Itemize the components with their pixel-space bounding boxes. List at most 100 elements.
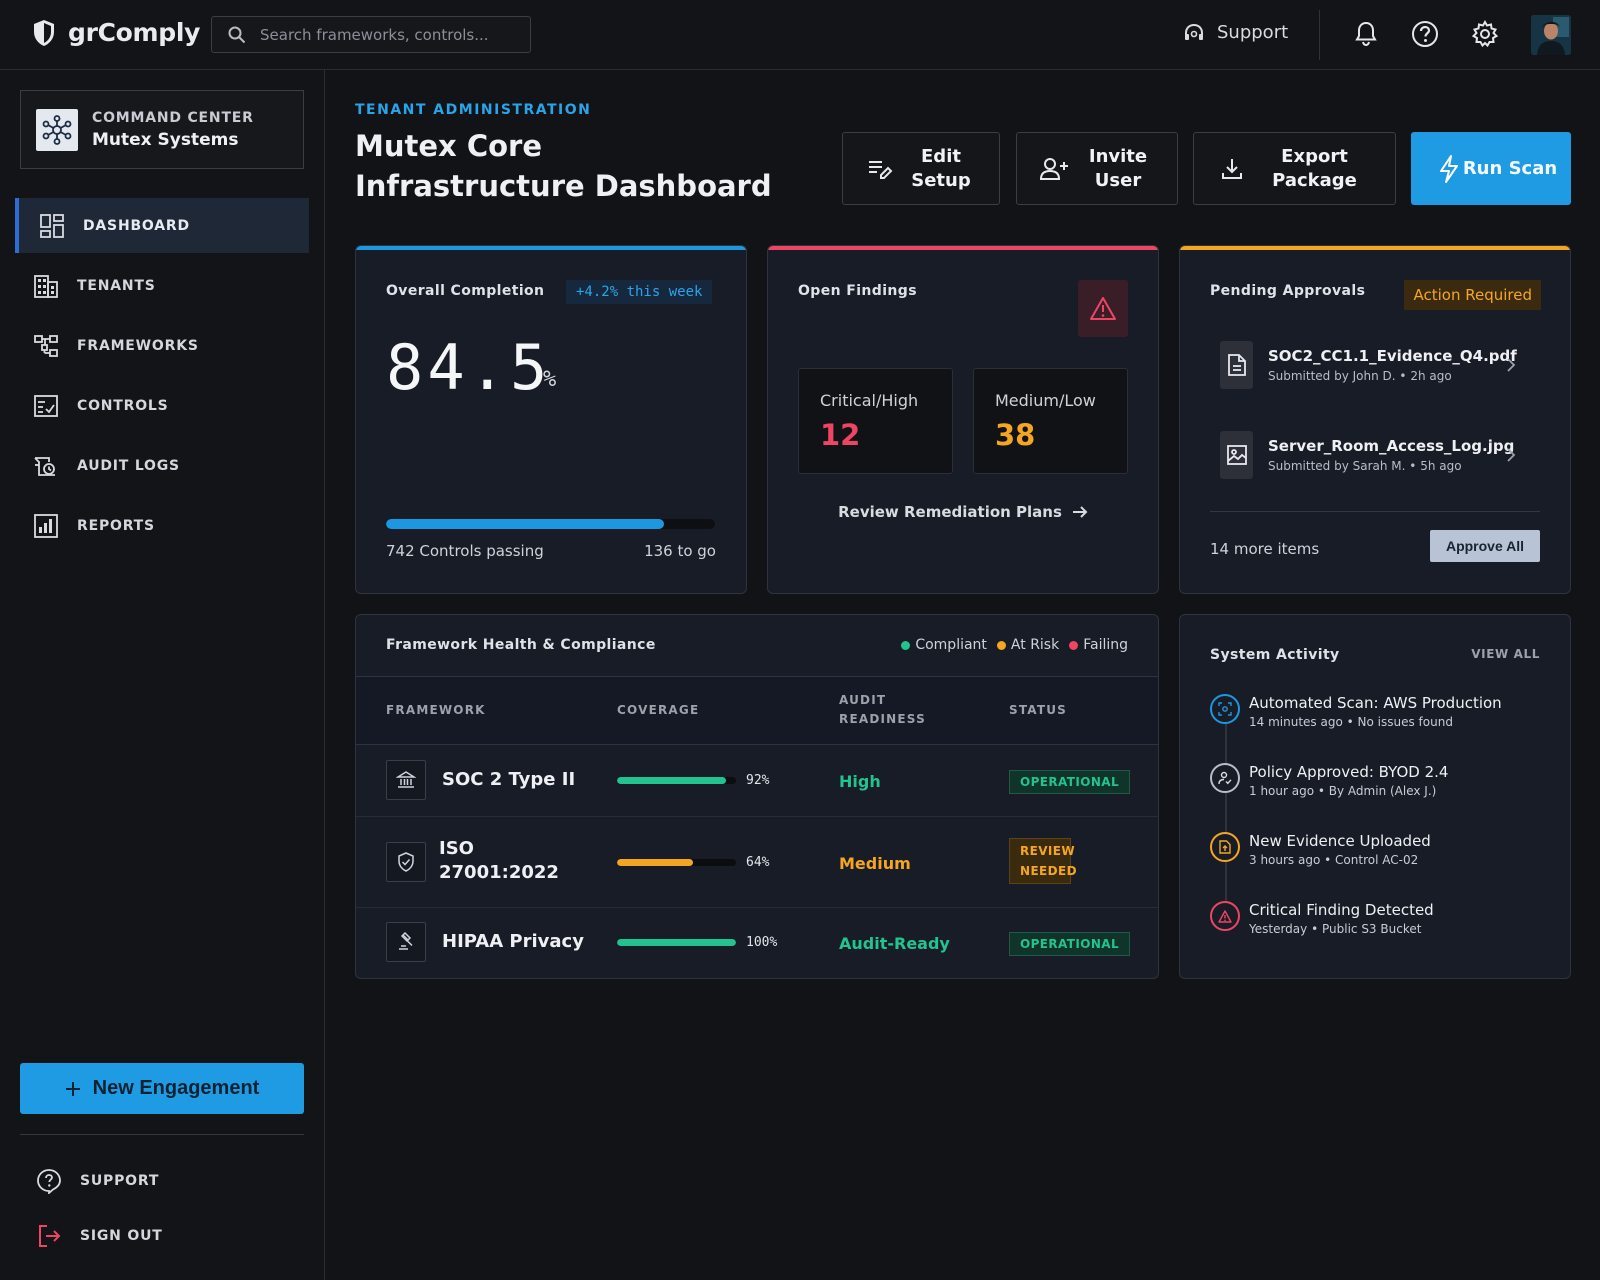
sidebar-item-label: FRAMEWORKS [77, 337, 199, 354]
sidebar-item-audit-logs[interactable]: AUDIT LOGS [15, 438, 309, 493]
document-icon [1220, 341, 1253, 389]
view-all-link[interactable]: VIEW ALL [1471, 647, 1540, 661]
image-icon [1220, 431, 1253, 479]
plus-icon [65, 1081, 81, 1097]
audit-readiness: Medium [839, 854, 911, 873]
action-required-badge: Action Required [1404, 280, 1541, 310]
table-row[interactable]: SOC 2 Type II 92% High OPERATIONAL [356, 745, 1158, 816]
add-user-icon [1039, 156, 1069, 182]
table-row[interactable]: ISO 27001:2022 64% Medium REVIEW NEEDED [356, 817, 1158, 907]
search-input[interactable] [260, 25, 510, 44]
export-package-button[interactable]: Export Package [1193, 132, 1396, 205]
approve-all-button[interactable]: Approve All [1430, 530, 1540, 562]
more-items-count[interactable]: 14 more items [1210, 540, 1320, 558]
legend-dot [901, 640, 911, 650]
invite-user-button[interactable]: Invite User [1016, 132, 1178, 205]
activity-time: 1 hour ago [1249, 784, 1315, 798]
approval-meta: Submitted by John D. • 2h ago [1268, 369, 1452, 383]
legend-dot [996, 640, 1006, 650]
framework-name: ISO 27001:2022 [439, 838, 559, 883]
sidebar-item-frameworks[interactable]: FRAMEWORKS [15, 318, 309, 373]
chevron-right-icon [1506, 357, 1516, 373]
page-kicker: TENANT ADMINISTRATION [355, 102, 592, 118]
activity-item[interactable]: Automated Scan: AWS Production 14 minute… [1210, 694, 1502, 729]
download-icon [1220, 156, 1244, 182]
review-remediation-label: Review Remediation Plans [838, 503, 1062, 521]
coverage-fill [617, 939, 736, 946]
logout-icon [36, 1223, 62, 1249]
col-status[interactable]: STATUS [1009, 703, 1068, 717]
search-box[interactable] [211, 16, 531, 53]
approval-item[interactable]: SOC2_CC1.1_Evidence_Q4.pdf Submitted by … [1220, 341, 1524, 389]
sidebar-nav: DASHBOARD TENANTS FRAMEWORKS CONTROLS AU… [15, 198, 309, 558]
new-engagement-button[interactable]: New Engagement [20, 1063, 304, 1114]
run-scan-button[interactable]: Run Scan [1411, 132, 1571, 205]
table-row[interactable]: HIPAA Privacy 100% Audit-Ready OPERATION… [356, 908, 1158, 978]
col-coverage[interactable]: COVERAGE [617, 703, 700, 717]
activity-title: Automated Scan: AWS Production [1249, 694, 1502, 712]
support-nav-label: SUPPORT [80, 1173, 160, 1189]
invite-user-label: Invite User [1088, 145, 1148, 191]
activity-detail: Control AC-02 [1335, 853, 1419, 867]
col-framework[interactable]: FRAMEWORK [386, 703, 486, 717]
findings-card: Open Findings Critical/High 12 Medium/Lo… [767, 245, 1159, 594]
new-engagement-label: New Engagement [92, 1077, 260, 1099]
coverage-value: 92% [746, 773, 770, 788]
completion-progress-fill [386, 519, 664, 529]
framework-health-card: Framework Health & Compliance Compliant … [355, 614, 1159, 979]
arrow-right-icon [1072, 505, 1088, 519]
page-title: Mutex Core Infrastructure Dashboard [355, 129, 772, 203]
critical-findings-box[interactable]: Critical/High 12 [798, 368, 953, 474]
edit-setup-button[interactable]: Edit Setup [842, 132, 1000, 205]
app-name: grComply [68, 18, 201, 47]
completion-value: 84.5 [386, 331, 552, 404]
sidebar-item-dashboard[interactable]: DASHBOARD [15, 198, 309, 253]
approval-file-name: Server_Room_Access_Log.jpg [1268, 437, 1515, 455]
sidebar-item-label: REPORTS [77, 517, 155, 534]
activity-title: New Evidence Uploaded [1249, 832, 1431, 850]
sidebar-support-link[interactable]: SUPPORT [36, 1168, 159, 1194]
activity-time: 3 hours ago [1249, 853, 1321, 867]
activity-detail: By Admin (Alex J.) [1328, 784, 1437, 798]
avatar[interactable] [1531, 15, 1571, 55]
approval-submitter: Submitted by John D. [1268, 369, 1396, 383]
completion-card: Overall Completion +4.2% this week 84.5 … [355, 245, 747, 594]
edit-list-icon [867, 156, 893, 182]
approval-item[interactable]: Server_Room_Access_Log.jpg Submitted by … [1220, 431, 1524, 479]
sidebar-item-controls[interactable]: CONTROLS [15, 378, 309, 433]
coverage-fill [617, 777, 727, 784]
activity-item[interactable]: New Evidence Uploaded 3 hours ago • Cont… [1210, 832, 1431, 867]
user-check-icon [1210, 763, 1240, 793]
findings-title: Open Findings [798, 283, 917, 299]
legend-failing: Failing [1069, 637, 1128, 653]
dashboard-icon [39, 213, 65, 239]
approval-time: 2h ago [1410, 369, 1452, 383]
audit-readiness: High [839, 772, 881, 791]
warning-icon [1210, 901, 1240, 931]
approval-submitter: Submitted by Sarah M. [1268, 459, 1406, 473]
bell-icon[interactable] [1354, 20, 1378, 48]
upload-file-icon [1210, 832, 1240, 862]
activity-title: Policy Approved: BYOD 2.4 [1249, 763, 1449, 781]
checklist-icon [33, 393, 59, 419]
controls-passing: 742 Controls passing [386, 542, 544, 560]
activity-item[interactable]: Critical Finding Detected Yesterday • Pu… [1210, 901, 1434, 936]
activity-item[interactable]: Policy Approved: BYOD 2.4 1 hour ago • B… [1210, 763, 1448, 798]
support-link[interactable]: Support [1183, 22, 1288, 43]
gear-icon[interactable] [1471, 20, 1499, 48]
help-icon[interactable] [1411, 20, 1439, 48]
lightning-icon [1438, 154, 1460, 184]
col-audit-readiness[interactable]: AUDIT READINESS [839, 693, 926, 726]
medium-findings-box[interactable]: Medium/Low 38 [973, 368, 1128, 474]
activity-meta: 14 minutes ago • No issues found [1249, 715, 1453, 729]
sidebar-item-reports[interactable]: REPORTS [15, 498, 309, 553]
command-center-card[interactable]: COMMAND CENTER Mutex Systems [20, 90, 304, 169]
sidebar-item-label: CONTROLS [77, 397, 169, 414]
search-icon [228, 26, 246, 44]
coverage-value: 64% [746, 855, 770, 870]
sign-out-link[interactable]: SIGN OUT [36, 1223, 163, 1249]
approval-time: 5h ago [1420, 459, 1462, 473]
sidebar-item-tenants[interactable]: TENANTS [15, 258, 309, 313]
review-remediation-link[interactable]: Review Remediation Plans [768, 503, 1158, 521]
app-logo[interactable]: grComply [32, 18, 200, 47]
